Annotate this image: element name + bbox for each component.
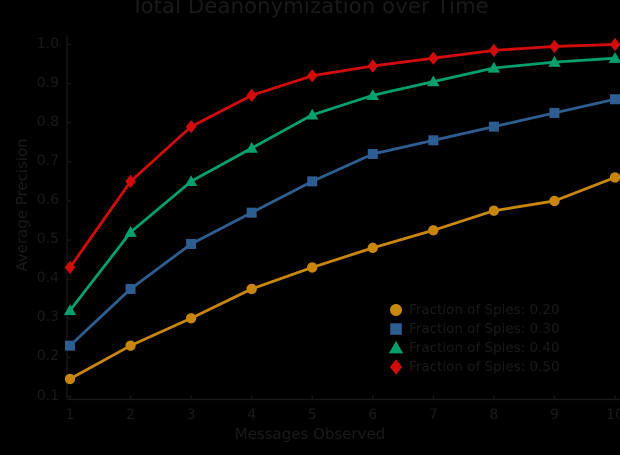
y-tick-label: 0.3	[36, 309, 59, 326]
data-point-marker	[125, 340, 136, 351]
y-tick-label: 0.8	[36, 113, 59, 130]
data-point-marker	[428, 51, 439, 65]
legend-label: Fraction of Spies: 0.50	[409, 358, 560, 375]
data-point-marker	[185, 313, 197, 324]
data-point-marker	[549, 107, 560, 118]
series-line	[68, 56, 617, 312]
legend-label: Fraction of Spies: 0.20	[409, 301, 560, 318]
series-line	[68, 43, 617, 269]
data-point-marker	[65, 340, 75, 351]
x-tick-label: 4	[247, 406, 257, 423]
x-tick-label: 7	[428, 406, 438, 423]
data-point-marker	[306, 69, 318, 83]
y-tick-label: 0.7	[36, 152, 59, 169]
data-point-marker	[366, 89, 379, 100]
data-point-marker	[185, 120, 197, 134]
legend-marker-circle-icon	[383, 301, 409, 319]
data-point-marker	[307, 176, 318, 187]
data-point-marker	[367, 149, 378, 160]
y-tick-label: 0.2	[36, 348, 59, 365]
x-tick-label: 1	[65, 406, 75, 423]
data-point-marker	[548, 55, 561, 67]
data-point-marker	[609, 37, 620, 52]
data-point-marker	[124, 226, 137, 237]
x-tick-label: 2	[126, 406, 135, 423]
x-tick-label: 6	[368, 406, 378, 423]
data-point-marker	[125, 174, 136, 188]
series-1	[65, 94, 620, 351]
data-point-marker	[549, 195, 560, 207]
data-point-marker	[428, 225, 439, 236]
data-point-marker	[367, 59, 379, 73]
data-point-marker	[488, 121, 499, 132]
chart-legend: Fraction of Spies: 0.20 Fraction of Spies…	[383, 300, 615, 376]
x-tick-label: 8	[489, 406, 499, 423]
data-point-marker	[184, 175, 198, 187]
y-tick-label: 0.1	[36, 387, 59, 404]
data-point-marker	[609, 172, 620, 183]
data-point-marker	[488, 43, 500, 57]
series-line	[68, 176, 617, 381]
legend-item[interactable]: Fraction of Spies: 0.30	[383, 319, 615, 338]
data-point-marker	[307, 262, 318, 273]
data-point-marker	[246, 207, 257, 218]
y-tick-label: 0.9	[36, 74, 59, 91]
legend-marker-diamond-icon	[383, 358, 409, 376]
x-axis-label: Messages Observed	[234, 425, 386, 443]
y-tick-label: 1.0	[36, 35, 59, 52]
series-0	[64, 172, 620, 385]
x-tick-label: 5	[307, 406, 317, 423]
data-point-marker	[186, 238, 197, 249]
legend-item[interactable]: Fraction of Spies: 0.50	[383, 357, 615, 376]
x-tick-label: 3	[186, 406, 196, 423]
series-2	[63, 51, 620, 316]
data-point-marker	[246, 88, 257, 102]
data-point-marker	[488, 205, 500, 216]
series-line	[68, 97, 617, 348]
y-tick-label: 0.6	[36, 191, 59, 208]
series-3	[64, 37, 620, 275]
data-point-marker	[306, 108, 319, 120]
data-point-marker	[427, 75, 440, 87]
y-tick-label: 0.4	[36, 270, 59, 287]
data-point-marker	[549, 39, 560, 54]
data-point-marker	[125, 283, 136, 294]
data-point-marker	[246, 283, 257, 295]
x-tick-label: 10	[606, 406, 620, 423]
data-point-marker	[487, 61, 501, 73]
legend-item[interactable]: Fraction of Spies: 0.20	[383, 300, 615, 319]
data-point-marker	[428, 135, 439, 146]
data-point-marker	[610, 94, 620, 105]
legend-label: Fraction of Spies: 0.40	[409, 339, 560, 356]
data-point-marker	[64, 260, 76, 275]
x-tick-label: 9	[549, 406, 559, 423]
data-point-marker	[608, 51, 620, 63]
y-tick-label: 0.5	[36, 231, 59, 248]
data-point-marker	[367, 242, 378, 254]
data-point-marker	[245, 141, 258, 153]
data-point-marker	[64, 373, 76, 385]
legend-item[interactable]: Fraction of Spies: 0.40	[383, 338, 615, 357]
legend-label: Fraction of Spies: 0.30	[409, 320, 560, 337]
data-point-marker	[63, 304, 77, 316]
legend-marker-triangle-icon	[383, 339, 409, 357]
legend-marker-square-icon	[383, 320, 409, 338]
chart-title: Total Deanonymization over Time	[131, 0, 489, 18]
